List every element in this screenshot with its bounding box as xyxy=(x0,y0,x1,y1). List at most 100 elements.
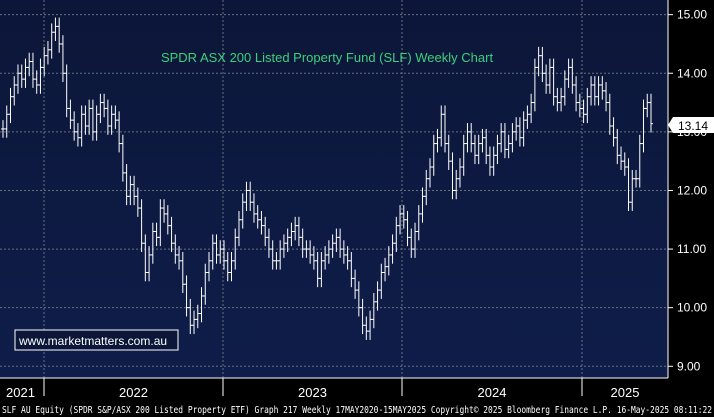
price-bar xyxy=(135,187,140,217)
price-bar xyxy=(442,105,447,153)
price-bar xyxy=(45,41,50,65)
y-tick-label: 12.00 xyxy=(677,183,707,197)
price-bar xyxy=(585,87,590,124)
price-bar xyxy=(630,169,635,211)
price-bar xyxy=(566,58,571,88)
y-tick-label: 14.00 xyxy=(677,66,707,80)
price-bar xyxy=(619,146,624,170)
price-bar xyxy=(375,281,380,311)
x-tick-label: 2022 xyxy=(119,385,148,400)
price-bar xyxy=(622,152,627,176)
price-bar xyxy=(420,187,425,223)
watermark-text: www.marketmatters.com.au xyxy=(18,334,167,348)
price-bar xyxy=(416,205,421,241)
price-bar xyxy=(435,128,440,153)
price-bar xyxy=(390,234,395,264)
price-bar xyxy=(72,111,77,141)
price-bar xyxy=(525,105,530,129)
price-bar xyxy=(293,216,298,241)
price-bar xyxy=(184,275,189,317)
price-bar xyxy=(637,134,642,188)
price-bar xyxy=(195,304,200,329)
last-value-label: 13.14 xyxy=(668,117,714,133)
price-bar xyxy=(360,298,365,335)
price-bar xyxy=(248,181,253,211)
price-bar xyxy=(469,123,474,153)
price-bar xyxy=(551,58,556,106)
price-bar xyxy=(113,105,118,129)
price-bar xyxy=(251,193,256,223)
price-bar xyxy=(356,281,361,317)
price-bar xyxy=(308,240,313,264)
price-bar xyxy=(514,117,519,141)
chart-title: SPDR ASX 200 Listed Property Fund (SLF) … xyxy=(161,50,494,65)
price-bar xyxy=(34,70,39,94)
price-bar xyxy=(480,128,485,153)
price-bar xyxy=(405,210,410,247)
x-tick-label: 2023 xyxy=(298,385,327,400)
price-bar xyxy=(409,228,414,258)
price-bar xyxy=(83,105,88,135)
price-bar xyxy=(296,216,301,247)
y-tick-label: 10.00 xyxy=(677,301,707,315)
price-bar xyxy=(23,58,28,88)
price-bar xyxy=(368,310,373,340)
price-bar xyxy=(323,246,328,270)
price-bar xyxy=(353,269,358,299)
price-bar xyxy=(502,123,507,159)
price-bar xyxy=(570,58,575,94)
price-bar xyxy=(536,46,541,77)
price-bar xyxy=(634,169,639,188)
price-bar xyxy=(517,117,522,147)
footer-text: SLF AU Equity (SPDR S&P/ASX 200 Listed P… xyxy=(2,405,712,416)
price-bar xyxy=(79,105,84,147)
price-bar xyxy=(154,222,159,247)
price-bar xyxy=(641,99,646,153)
price-bar xyxy=(334,228,339,252)
price-bar xyxy=(75,123,80,147)
price-bar xyxy=(596,76,601,106)
gridlines xyxy=(0,0,668,378)
x-tick-label: 2021 xyxy=(6,385,35,400)
price-bar xyxy=(199,287,204,323)
price-bar xyxy=(49,23,54,59)
price-bar xyxy=(424,169,429,206)
price-bar xyxy=(109,105,114,135)
price-bar xyxy=(364,316,369,340)
price-bar xyxy=(244,181,249,211)
plot-area xyxy=(0,0,668,378)
price-bar xyxy=(12,76,17,106)
price-bar xyxy=(259,210,264,235)
price-bar xyxy=(540,46,545,83)
price-bar xyxy=(289,222,294,247)
price-bar xyxy=(349,252,354,288)
price-bar xyxy=(592,76,597,106)
price-bar xyxy=(143,234,148,282)
x-tick-label: 2025 xyxy=(611,385,640,400)
price-bar xyxy=(124,164,129,206)
price-bar xyxy=(589,76,594,106)
price-bar xyxy=(117,111,122,153)
price-bar xyxy=(158,199,163,247)
price-bar xyxy=(600,76,605,100)
price-bar xyxy=(1,120,5,138)
price-bar xyxy=(472,134,477,165)
price-bar xyxy=(300,228,305,258)
price-bar xyxy=(64,64,69,118)
price-bar xyxy=(218,240,223,264)
price-bar xyxy=(330,234,335,258)
price-bar xyxy=(266,228,271,258)
price-bar xyxy=(495,134,500,165)
price-bar xyxy=(341,240,346,264)
price-bar xyxy=(476,134,481,165)
price-bar xyxy=(180,252,185,294)
price-bar xyxy=(439,105,444,147)
price-bar xyxy=(225,252,230,282)
price-bar xyxy=(8,87,13,124)
price-bar xyxy=(94,105,99,141)
price-bar xyxy=(559,87,564,112)
price-bar xyxy=(401,205,406,229)
price-bar xyxy=(491,146,496,176)
price-bar xyxy=(544,64,549,94)
